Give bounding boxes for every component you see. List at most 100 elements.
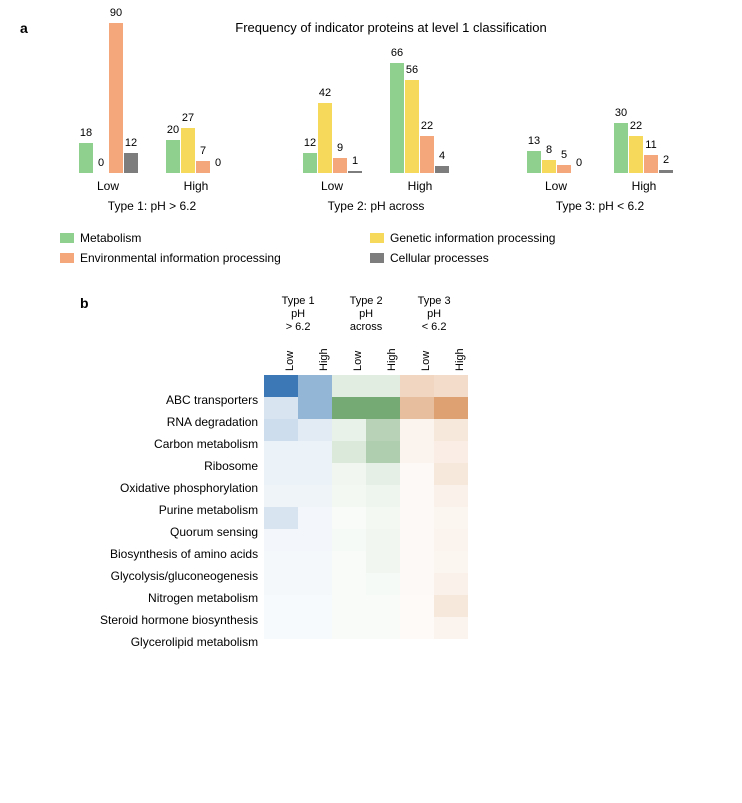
legend-label: Environmental information processing	[80, 251, 281, 265]
heatmap-cell	[434, 617, 468, 639]
heatmap-cell	[366, 529, 400, 551]
heatmap-row-labels: ABC transportersRNA degradationCarbon me…	[100, 389, 264, 653]
heatmap-cell	[434, 375, 468, 397]
heatmap-cell	[298, 507, 332, 529]
bar: 4	[435, 166, 449, 173]
legend-swatch	[60, 253, 74, 263]
heatmap-cell	[366, 507, 400, 529]
bar-group: 1809012	[79, 23, 138, 173]
heatmap-cell	[264, 507, 298, 529]
bar: 12	[303, 153, 317, 173]
legend-swatch	[60, 233, 74, 243]
subgroup-label: Low	[526, 179, 586, 193]
bar-value-label: 1	[352, 155, 358, 167]
bar-value-label: 22	[421, 120, 433, 132]
heatmap-cell	[400, 441, 434, 463]
heatmap-cell	[332, 551, 366, 573]
type-group: 138503022112LowHighType 3: pH < 6.2	[488, 23, 712, 213]
heatmap-row-label: Steroid hormone biosynthesis	[100, 609, 264, 631]
heatmap-cell	[264, 573, 298, 595]
bar-value-label: 7	[200, 145, 206, 157]
bar: 20	[166, 140, 180, 173]
legend-item: Genetic information processing	[370, 231, 640, 245]
heatmap-row-label: Glycerolipid metabolism	[131, 631, 264, 653]
heatmap-cell	[264, 375, 298, 397]
heatmap-cell	[366, 419, 400, 441]
bar: 7	[196, 161, 210, 173]
heatmap-cell	[298, 441, 332, 463]
heatmap-cell	[366, 463, 400, 485]
bar-value-label: 30	[615, 107, 627, 119]
legend-item: Cellular processes	[370, 251, 640, 265]
bar-value-label: 0	[215, 157, 221, 169]
bar: 9	[333, 158, 347, 173]
bar-value-label: 9	[337, 142, 343, 154]
bar-group: 3022112	[614, 23, 673, 173]
heatmap-cell	[332, 573, 366, 595]
subgroup-label: High	[390, 179, 450, 193]
heatmap-cell	[298, 595, 332, 617]
bar-value-label: 56	[406, 64, 418, 76]
heatmap-cell	[332, 485, 366, 507]
heatmap-col-group: Type 1pH> 6.2	[264, 295, 332, 335]
heatmap-row	[264, 485, 468, 507]
heatmap-row-label: Biosynthesis of amino acids	[110, 543, 264, 565]
heatmap-cell	[298, 485, 332, 507]
subgroup-label: Low	[302, 179, 362, 193]
type-label: Type 2: pH across	[328, 199, 425, 213]
heatmap-row-label: Purine metabolism	[159, 499, 264, 521]
heatmap-col-group-headers: Type 1pH> 6.2Type 2pHacrossType 3pH< 6.2	[264, 295, 468, 335]
heatmap-row-label: ABC transporters	[166, 389, 264, 411]
bar: 5	[557, 165, 571, 173]
heatmap-cell	[434, 595, 468, 617]
bar-group: 124291	[303, 23, 362, 173]
bar-value-label: 5	[561, 149, 567, 161]
heatmap-cell	[264, 595, 298, 617]
heatmap-cell	[400, 375, 434, 397]
bar-value-label: 0	[98, 157, 104, 169]
heatmap-cell	[366, 617, 400, 639]
bar: 2	[659, 170, 673, 173]
heatmap-row-label: Quorum sensing	[170, 521, 264, 543]
bar-value-label: 66	[391, 47, 403, 59]
heatmap-col-sub-headers: LowHighLowHighLowHigh	[264, 335, 468, 375]
heatmap-cell	[400, 507, 434, 529]
subgroup-label: High	[166, 179, 226, 193]
heatmap-row-label: Nitrogen metabolism	[148, 587, 264, 609]
heatmap-cell	[332, 463, 366, 485]
legend-swatch	[370, 233, 384, 243]
bar-value-label: 2	[663, 154, 669, 166]
heatmap-cell	[400, 485, 434, 507]
bar: 11	[644, 155, 658, 173]
bar: 22	[629, 136, 643, 173]
heatmap-cell	[366, 595, 400, 617]
heatmap-row	[264, 507, 468, 529]
heatmap-cell	[434, 485, 468, 507]
type-group: 1809012202770LowHighType 1: pH > 6.2	[40, 23, 264, 213]
heatmap-cell	[400, 463, 434, 485]
heatmap-cell	[332, 441, 366, 463]
heatmap-cell	[332, 397, 366, 419]
bar-value-label: 11	[645, 139, 656, 151]
heatmap-cell	[434, 463, 468, 485]
heatmap-cell	[434, 419, 468, 441]
bar-value-label: 22	[630, 120, 642, 132]
heatmap-cell	[366, 397, 400, 419]
heatmap-cell	[298, 419, 332, 441]
heatmap-cell	[366, 485, 400, 507]
heatmap-cell	[264, 551, 298, 573]
bar: 1	[348, 171, 362, 173]
heatmap-row-label: Glycolysis/gluconeogenesis	[111, 565, 264, 587]
bar-value-label: 90	[110, 7, 122, 19]
bar-value-label: 13	[528, 135, 540, 147]
bar-value-label: 20	[167, 124, 179, 136]
heatmap-row-label: Carbon metabolism	[154, 433, 264, 455]
figure: a Frequency of indicator proteins at lev…	[20, 20, 722, 653]
heatmap-cell	[298, 529, 332, 551]
heatmap-row	[264, 419, 468, 441]
bar: 27	[181, 128, 195, 173]
heatmap-cell	[434, 573, 468, 595]
legend-item: Metabolism	[60, 231, 330, 245]
subgroup-label: High	[614, 179, 674, 193]
legend-label: Cellular processes	[390, 251, 489, 265]
